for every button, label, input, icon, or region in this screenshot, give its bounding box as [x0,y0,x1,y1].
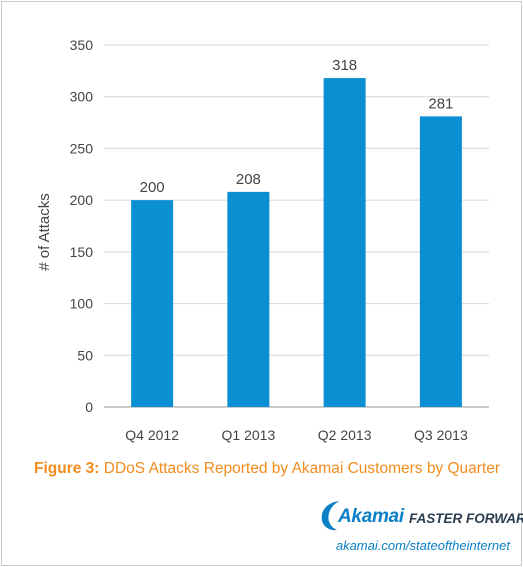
brand-tagline: FASTER FORWARD [409,511,523,526]
y-tick-label: 50 [77,347,93,363]
y-tick-label: 150 [70,244,94,260]
x-tick-label: Q2 2013 [318,427,372,443]
figure-caption: Figure 3: DDoS Attacks Reported by Akama… [34,460,500,478]
x-tick-labels: Q4 2012 Q1 2013 Q2 2013 Q3 2013 [125,427,468,443]
bar [131,200,174,407]
figure-caption-text: DDoS Attacks Reported by Akamai Customer… [103,460,501,477]
data-labels: 200 208 318 281 [140,57,454,196]
bar [323,78,366,408]
y-tick-label: 200 [70,192,94,208]
bar [227,191,270,407]
figure-number: Figure 3: [34,460,100,477]
akamai-logo-text: Akamai [338,506,404,527]
x-tick-label: Q3 2013 [414,427,468,443]
y-tick-label: 0 [85,399,93,415]
data-label: 318 [332,57,357,74]
y-tick-label: 300 [70,89,94,105]
y-tick-label: 100 [70,296,94,312]
x-tick-label: Q1 2013 [222,427,276,443]
brand-url[interactable]: akamai.com/stateoftheinternet [335,538,510,553]
y-tick-label: 350 [70,37,94,53]
bar [419,116,462,407]
akamai-logo: Akamai FASTER FORWARD [318,498,523,534]
data-label: 281 [428,95,453,112]
y-axis-label: # of Attacks [36,193,53,271]
bar-chart: 0 50 100 150 200 250 300 350 200 208 318 281 Q4 20… [36,37,489,443]
data-label: 200 [140,179,165,196]
y-tick-label: 250 [70,140,94,156]
x-tick-label: Q4 2012 [125,427,179,443]
akamai-swoosh-icon [321,501,340,531]
data-label: 208 [236,171,261,188]
bars [131,78,462,408]
y-tick-labels: 0 50 100 150 200 250 300 350 [70,37,94,415]
